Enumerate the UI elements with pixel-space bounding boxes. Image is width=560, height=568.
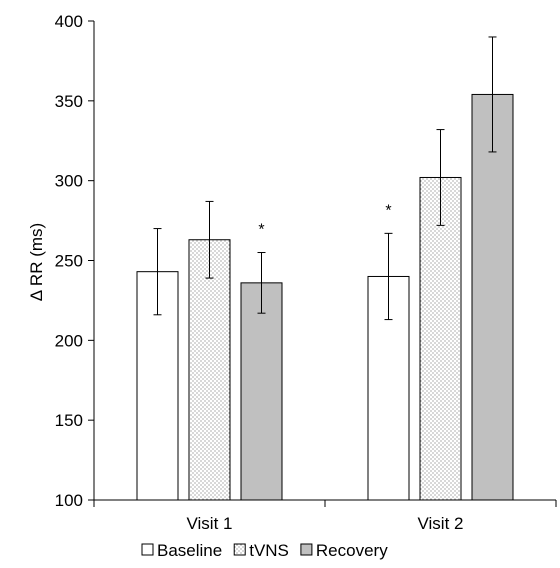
y-axis-title: Δ RR (ms) <box>27 223 46 301</box>
legend-label: Baseline <box>157 541 222 560</box>
legend-label: Recovery <box>316 541 388 560</box>
bar <box>471 93 514 501</box>
y-tick-label: 300 <box>55 172 83 191</box>
bars <box>136 93 514 501</box>
legend-label: tVNS <box>249 541 289 560</box>
y-tick-label: 250 <box>55 252 83 271</box>
significance-star: * <box>385 202 391 219</box>
significance-star: * <box>258 222 264 239</box>
legend-swatch <box>141 543 154 556</box>
significance-markers: ** <box>258 202 391 238</box>
bar <box>188 239 231 501</box>
y-tick-label: 200 <box>55 331 83 350</box>
y-tick-label: 350 <box>55 92 83 111</box>
y-tick-label: 150 <box>55 411 83 430</box>
legend: Baseline tVNS Recovery <box>141 541 388 560</box>
y-axis: 100 150 200 250 300 350 400 <box>55 12 95 510</box>
y-tick-label: 100 <box>55 491 83 510</box>
error-bars <box>153 36 497 321</box>
x-axis: Visit 1 Visit 2 <box>93 499 557 533</box>
bar <box>240 282 283 501</box>
x-category-label: Visit 1 <box>187 514 233 533</box>
legend-swatch <box>300 543 313 556</box>
legend-swatch <box>233 543 246 556</box>
x-category-label: Visit 2 <box>418 514 464 533</box>
y-tick-label: 400 <box>55 12 83 31</box>
